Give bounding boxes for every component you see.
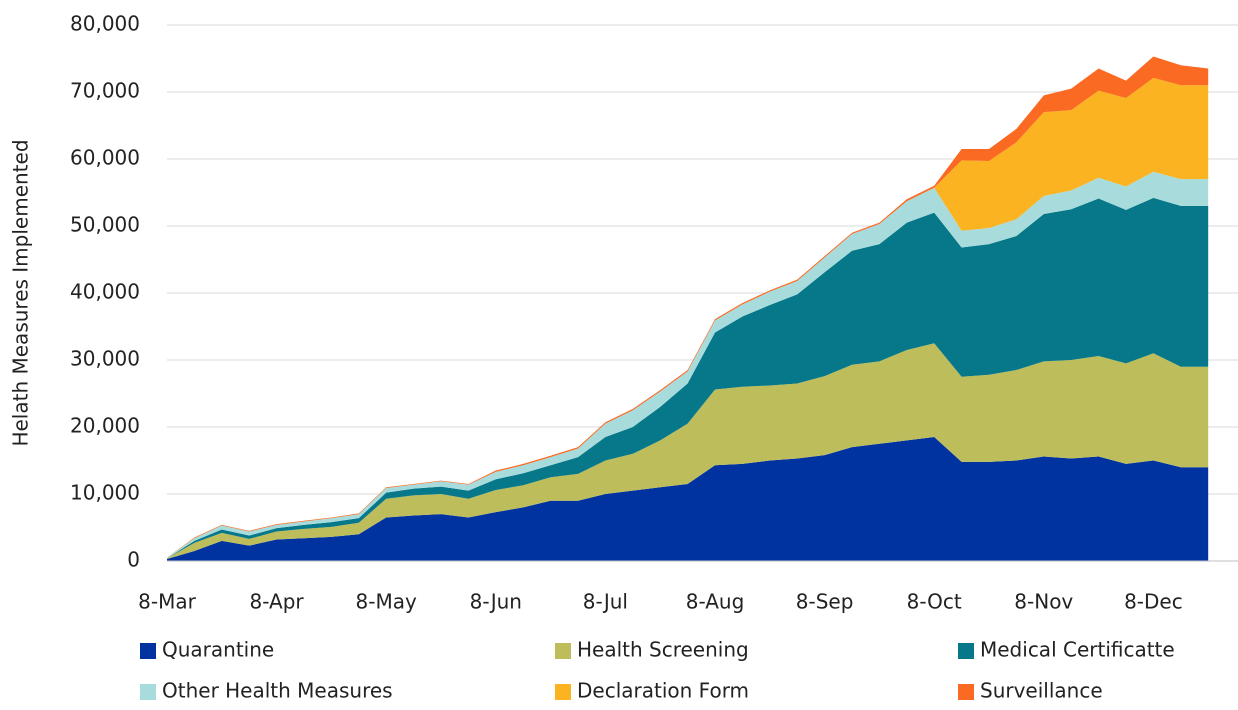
- x-tick-label: 8-May: [356, 590, 417, 614]
- y-tick-label: 60,000: [70, 146, 140, 170]
- legend-swatch: [555, 643, 571, 659]
- x-tick-label: 8-Dec: [1124, 590, 1183, 614]
- legend-label: Medical Certificatte: [980, 638, 1175, 662]
- x-tick-label: 8-Jun: [470, 590, 522, 614]
- x-tick-label: 8-Jul: [583, 590, 628, 614]
- legend-label: Other Health Measures: [162, 679, 393, 703]
- legend-label: Declaration Form: [577, 679, 749, 703]
- y-tick-label: 20,000: [70, 414, 140, 438]
- area: [167, 77, 1209, 558]
- x-tick-label: 8-Mar: [138, 590, 196, 614]
- y-axis-title: Helath Measures Implemented: [9, 139, 33, 446]
- y-tick-label: 30,000: [70, 347, 140, 371]
- x-tick-label: 8-Aug: [686, 590, 745, 614]
- legend-label: Surveillance: [980, 679, 1103, 703]
- legend-swatch: [958, 684, 974, 700]
- y-tick-label: 10,000: [70, 481, 140, 505]
- legend-label: Quarantine: [162, 638, 274, 662]
- x-tick-label: 8-Oct: [907, 590, 962, 614]
- area: [167, 197, 1209, 559]
- area: [167, 437, 1209, 561]
- y-tick-label: 50,000: [70, 213, 140, 237]
- legend-swatch: [555, 684, 571, 700]
- legend-label: Health Screening: [577, 638, 749, 662]
- y-tick-label: 40,000: [70, 280, 140, 304]
- x-tick-label: 8-Nov: [1014, 590, 1073, 614]
- y-tick-label: 70,000: [70, 79, 140, 103]
- legend-swatch: [140, 684, 156, 700]
- area: [167, 343, 1209, 559]
- x-tick-label: 8-Sep: [796, 590, 854, 614]
- x-tick-label: 8-Apr: [250, 590, 305, 614]
- legend-swatch: [958, 643, 974, 659]
- y-tick-label: 0: [127, 548, 140, 572]
- y-tick-label: 80,000: [70, 12, 140, 36]
- legend-swatch: [140, 643, 156, 659]
